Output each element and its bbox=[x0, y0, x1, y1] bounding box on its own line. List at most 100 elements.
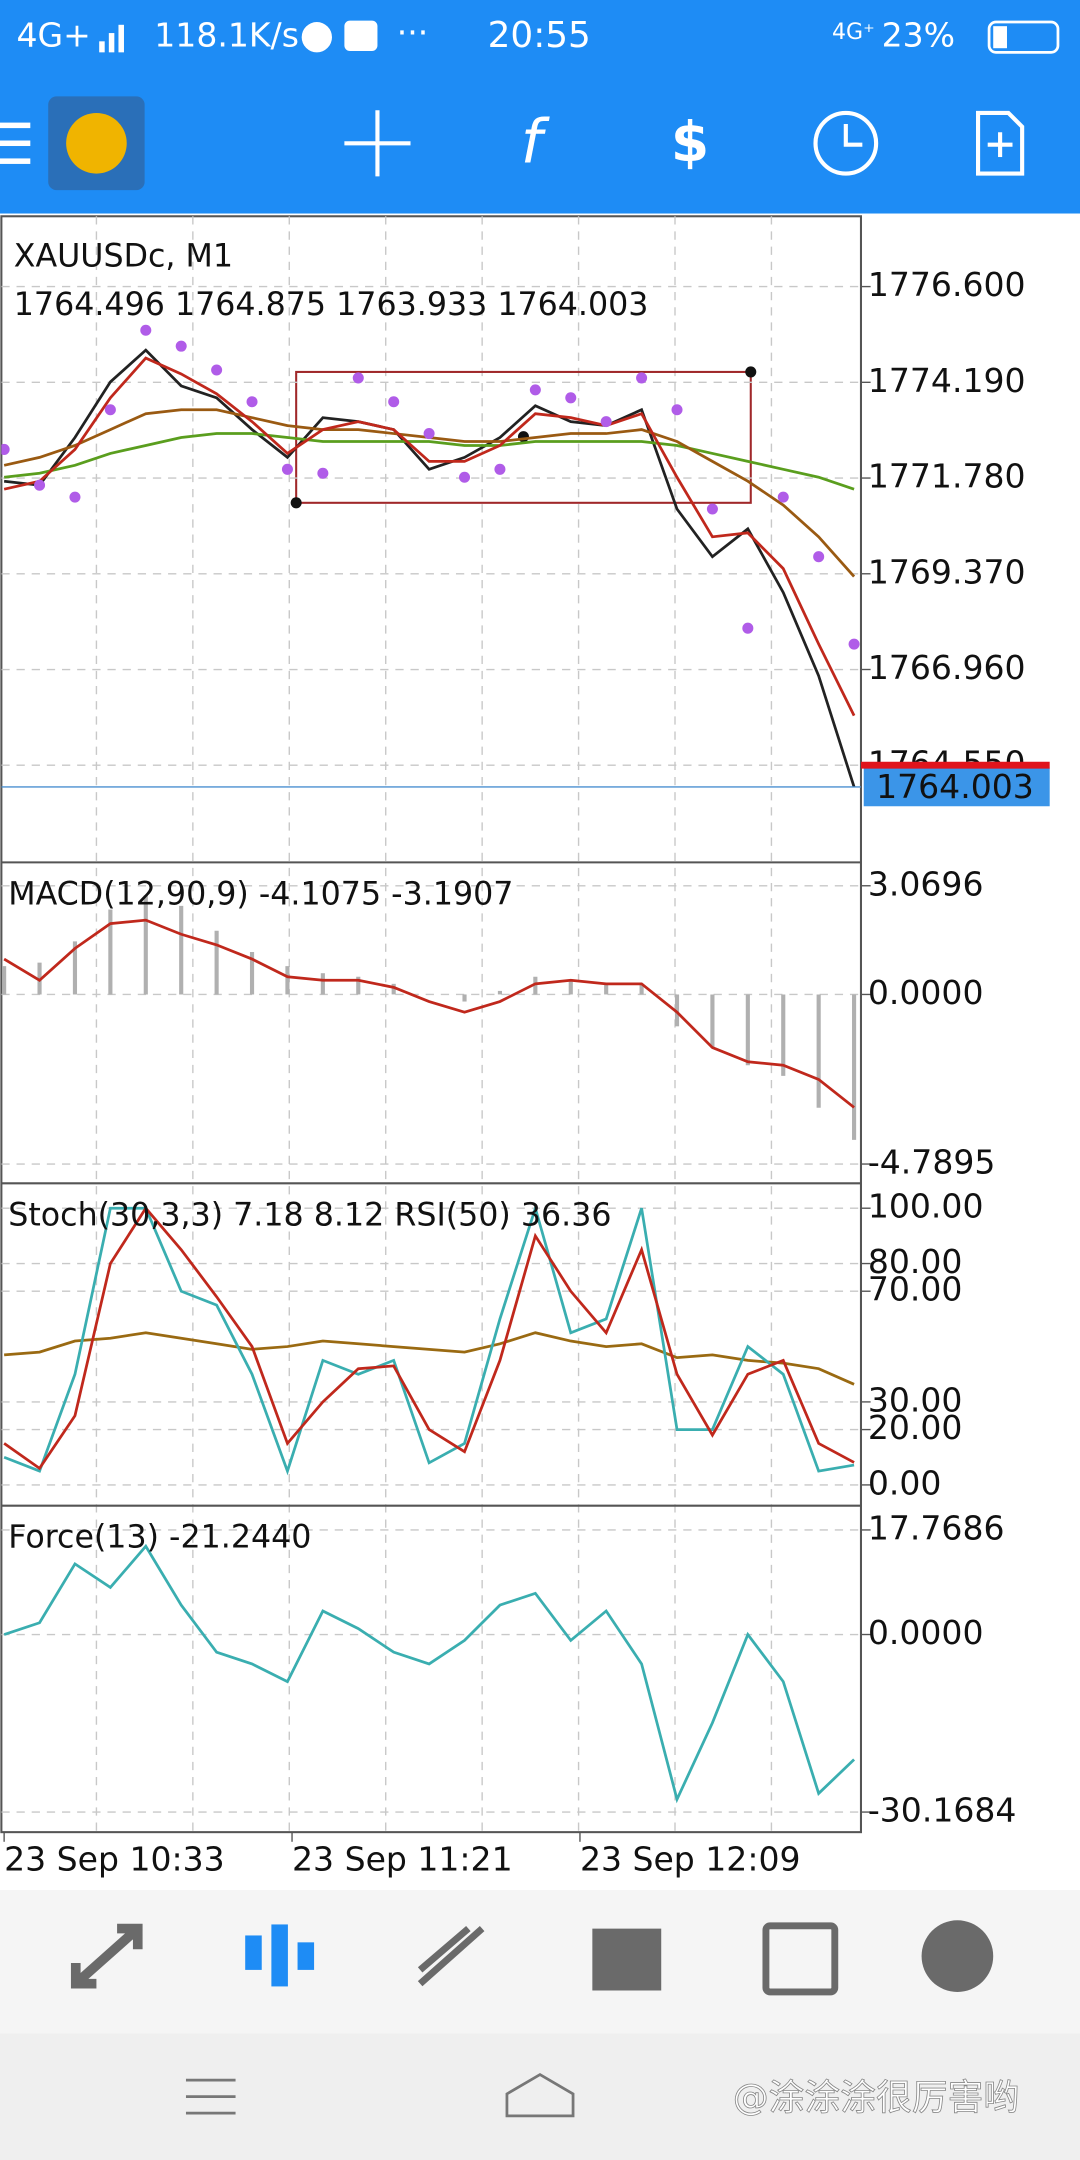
y-tick-label: 1774.190 bbox=[868, 361, 1026, 400]
nav-chat[interactable] bbox=[921, 1920, 994, 1992]
time-label: 23 Sep 11:21 bbox=[292, 1840, 513, 1879]
y-tick-label: 0.0000 bbox=[868, 1613, 984, 1652]
nav-menu[interactable] bbox=[185, 2078, 236, 2115]
sar-dot bbox=[388, 396, 400, 408]
line-signal bbox=[3, 1205, 855, 1471]
sar-dot bbox=[848, 638, 860, 650]
object-handle bbox=[290, 497, 302, 509]
app-logo bbox=[66, 112, 127, 174]
stoch-title: Stoch(30,3,3) 7.18 8.12 RSI(50) 36.36 bbox=[8, 1197, 611, 1233]
time-label: 23 Sep 12:09 bbox=[580, 1840, 801, 1879]
nav-home[interactable] bbox=[505, 2072, 575, 2118]
sar-dot bbox=[636, 372, 648, 384]
signal-icon bbox=[99, 41, 105, 53]
price-tag bbox=[863, 767, 1050, 807]
line-ma-slow bbox=[3, 432, 855, 491]
y-tick-label: 100.00 bbox=[868, 1187, 984, 1226]
force-panel bbox=[1, 1529, 861, 1813]
signal: 4G⁺ bbox=[832, 20, 875, 45]
sar-dot bbox=[777, 491, 789, 503]
y-tick-label: 0.0000 bbox=[868, 973, 984, 1012]
y-tick-label: 3.0696 bbox=[868, 864, 984, 903]
sar-dot bbox=[211, 364, 223, 376]
nav-trade[interactable] bbox=[417, 1925, 485, 1987]
trade-button[interactable]: $ bbox=[671, 110, 709, 174]
template-button[interactable] bbox=[975, 110, 1025, 176]
nav-news[interactable] bbox=[762, 1922, 839, 1996]
y-tick-label: 1769.370 bbox=[868, 552, 1026, 591]
y-tick-label: 0.00 bbox=[868, 1463, 942, 1502]
time-grid bbox=[95, 216, 773, 1833]
sar-dot bbox=[706, 503, 718, 515]
sar-dot bbox=[671, 404, 683, 416]
y-tick-label: 20.00 bbox=[868, 1408, 963, 1447]
y-tick-label: 17.7686 bbox=[868, 1508, 1005, 1547]
nav-history[interactable] bbox=[592, 1928, 662, 1991]
time-label: 23 Sep 10:33 bbox=[4, 1840, 225, 1879]
timeframe-button bbox=[843, 123, 863, 147]
line-force bbox=[3, 1543, 856, 1804]
time-axis: 23 Sep 10:33 23 Sep 11:21 23 Sep 12:09 bbox=[3, 1832, 801, 1879]
y-tick-label: 30.00 bbox=[868, 1380, 963, 1419]
stoch-panel bbox=[1, 1203, 861, 1486]
crosshair-button[interactable] bbox=[344, 110, 411, 177]
y-tick-label: 1776.600 bbox=[868, 265, 1026, 304]
battery-level bbox=[993, 26, 1007, 49]
plots: 1776.600 1774.190 1771.780 1769.370 1766.960… bbox=[1, 265, 1050, 1830]
ohlc: 1764.496 1764.875 1763.933 1764.003 bbox=[14, 287, 649, 323]
sar-dot bbox=[600, 416, 612, 428]
sar-dot bbox=[494, 463, 506, 475]
main-panel bbox=[1, 285, 861, 788]
bottom-nav bbox=[0, 1890, 1080, 2034]
line-close bbox=[3, 348, 856, 788]
sar-dot bbox=[1, 443, 10, 455]
price-label: 1764.003 bbox=[876, 767, 1034, 806]
y-tick-label: 70.00 bbox=[868, 1270, 963, 1309]
force-title: Force(13) -21.2440 bbox=[8, 1520, 311, 1556]
nav-quotes[interactable] bbox=[70, 1923, 143, 1989]
more: ··· bbox=[397, 13, 429, 52]
clock: 20:55 bbox=[488, 15, 591, 56]
macd-panel bbox=[1, 885, 861, 1165]
menu-button[interactable] bbox=[0, 122, 31, 164]
sar-dot bbox=[459, 471, 471, 483]
sar-dot bbox=[104, 404, 116, 416]
sar-dot bbox=[423, 428, 435, 440]
chart-frame bbox=[0, 215, 863, 1834]
app-icon bbox=[344, 20, 378, 51]
y-tick-label: -4.7895 bbox=[868, 1143, 996, 1182]
sar-dot bbox=[529, 384, 541, 396]
speed: 118.1K/s bbox=[154, 16, 299, 55]
app-icon bbox=[301, 22, 332, 53]
line-ma-fast bbox=[3, 356, 856, 717]
line-main bbox=[3, 1203, 855, 1476]
sar-dot bbox=[34, 479, 46, 491]
timeframe-button[interactable] bbox=[813, 110, 879, 176]
sar-dot bbox=[813, 551, 825, 563]
sar-dot bbox=[565, 392, 577, 404]
sar-dot bbox=[175, 340, 187, 352]
y-tick-label: -30.1684 bbox=[868, 1791, 1017, 1830]
macd-title: MACD(12,90,9) -4.1075 -3.1907 bbox=[8, 876, 513, 912]
sar-dot bbox=[742, 622, 754, 634]
sar-dot bbox=[281, 463, 293, 475]
symbol: XAUUSDc, M1 bbox=[14, 239, 233, 275]
signal-icon bbox=[118, 24, 124, 53]
system-nav bbox=[0, 2033, 1080, 2160]
watermark: @涂涂涂很厉害哟 bbox=[733, 2077, 1019, 2118]
object-handle bbox=[745, 366, 757, 378]
y-tick-label: 1771.780 bbox=[868, 457, 1026, 496]
y-tick-label: 1766.960 bbox=[868, 648, 1026, 687]
network: 4G+ bbox=[17, 16, 91, 55]
sar-dot bbox=[140, 324, 152, 336]
signal-icon bbox=[108, 33, 115, 53]
app-bar bbox=[0, 0, 1080, 214]
sar-dot bbox=[317, 467, 329, 479]
line-rsi bbox=[4, 1331, 855, 1386]
battery-icon bbox=[987, 20, 1060, 54]
battery: 23% bbox=[882, 16, 955, 55]
sar-dot bbox=[69, 491, 81, 503]
y-tick-label: 80.00 bbox=[868, 1242, 963, 1281]
nav-chart[interactable] bbox=[245, 1924, 315, 1987]
